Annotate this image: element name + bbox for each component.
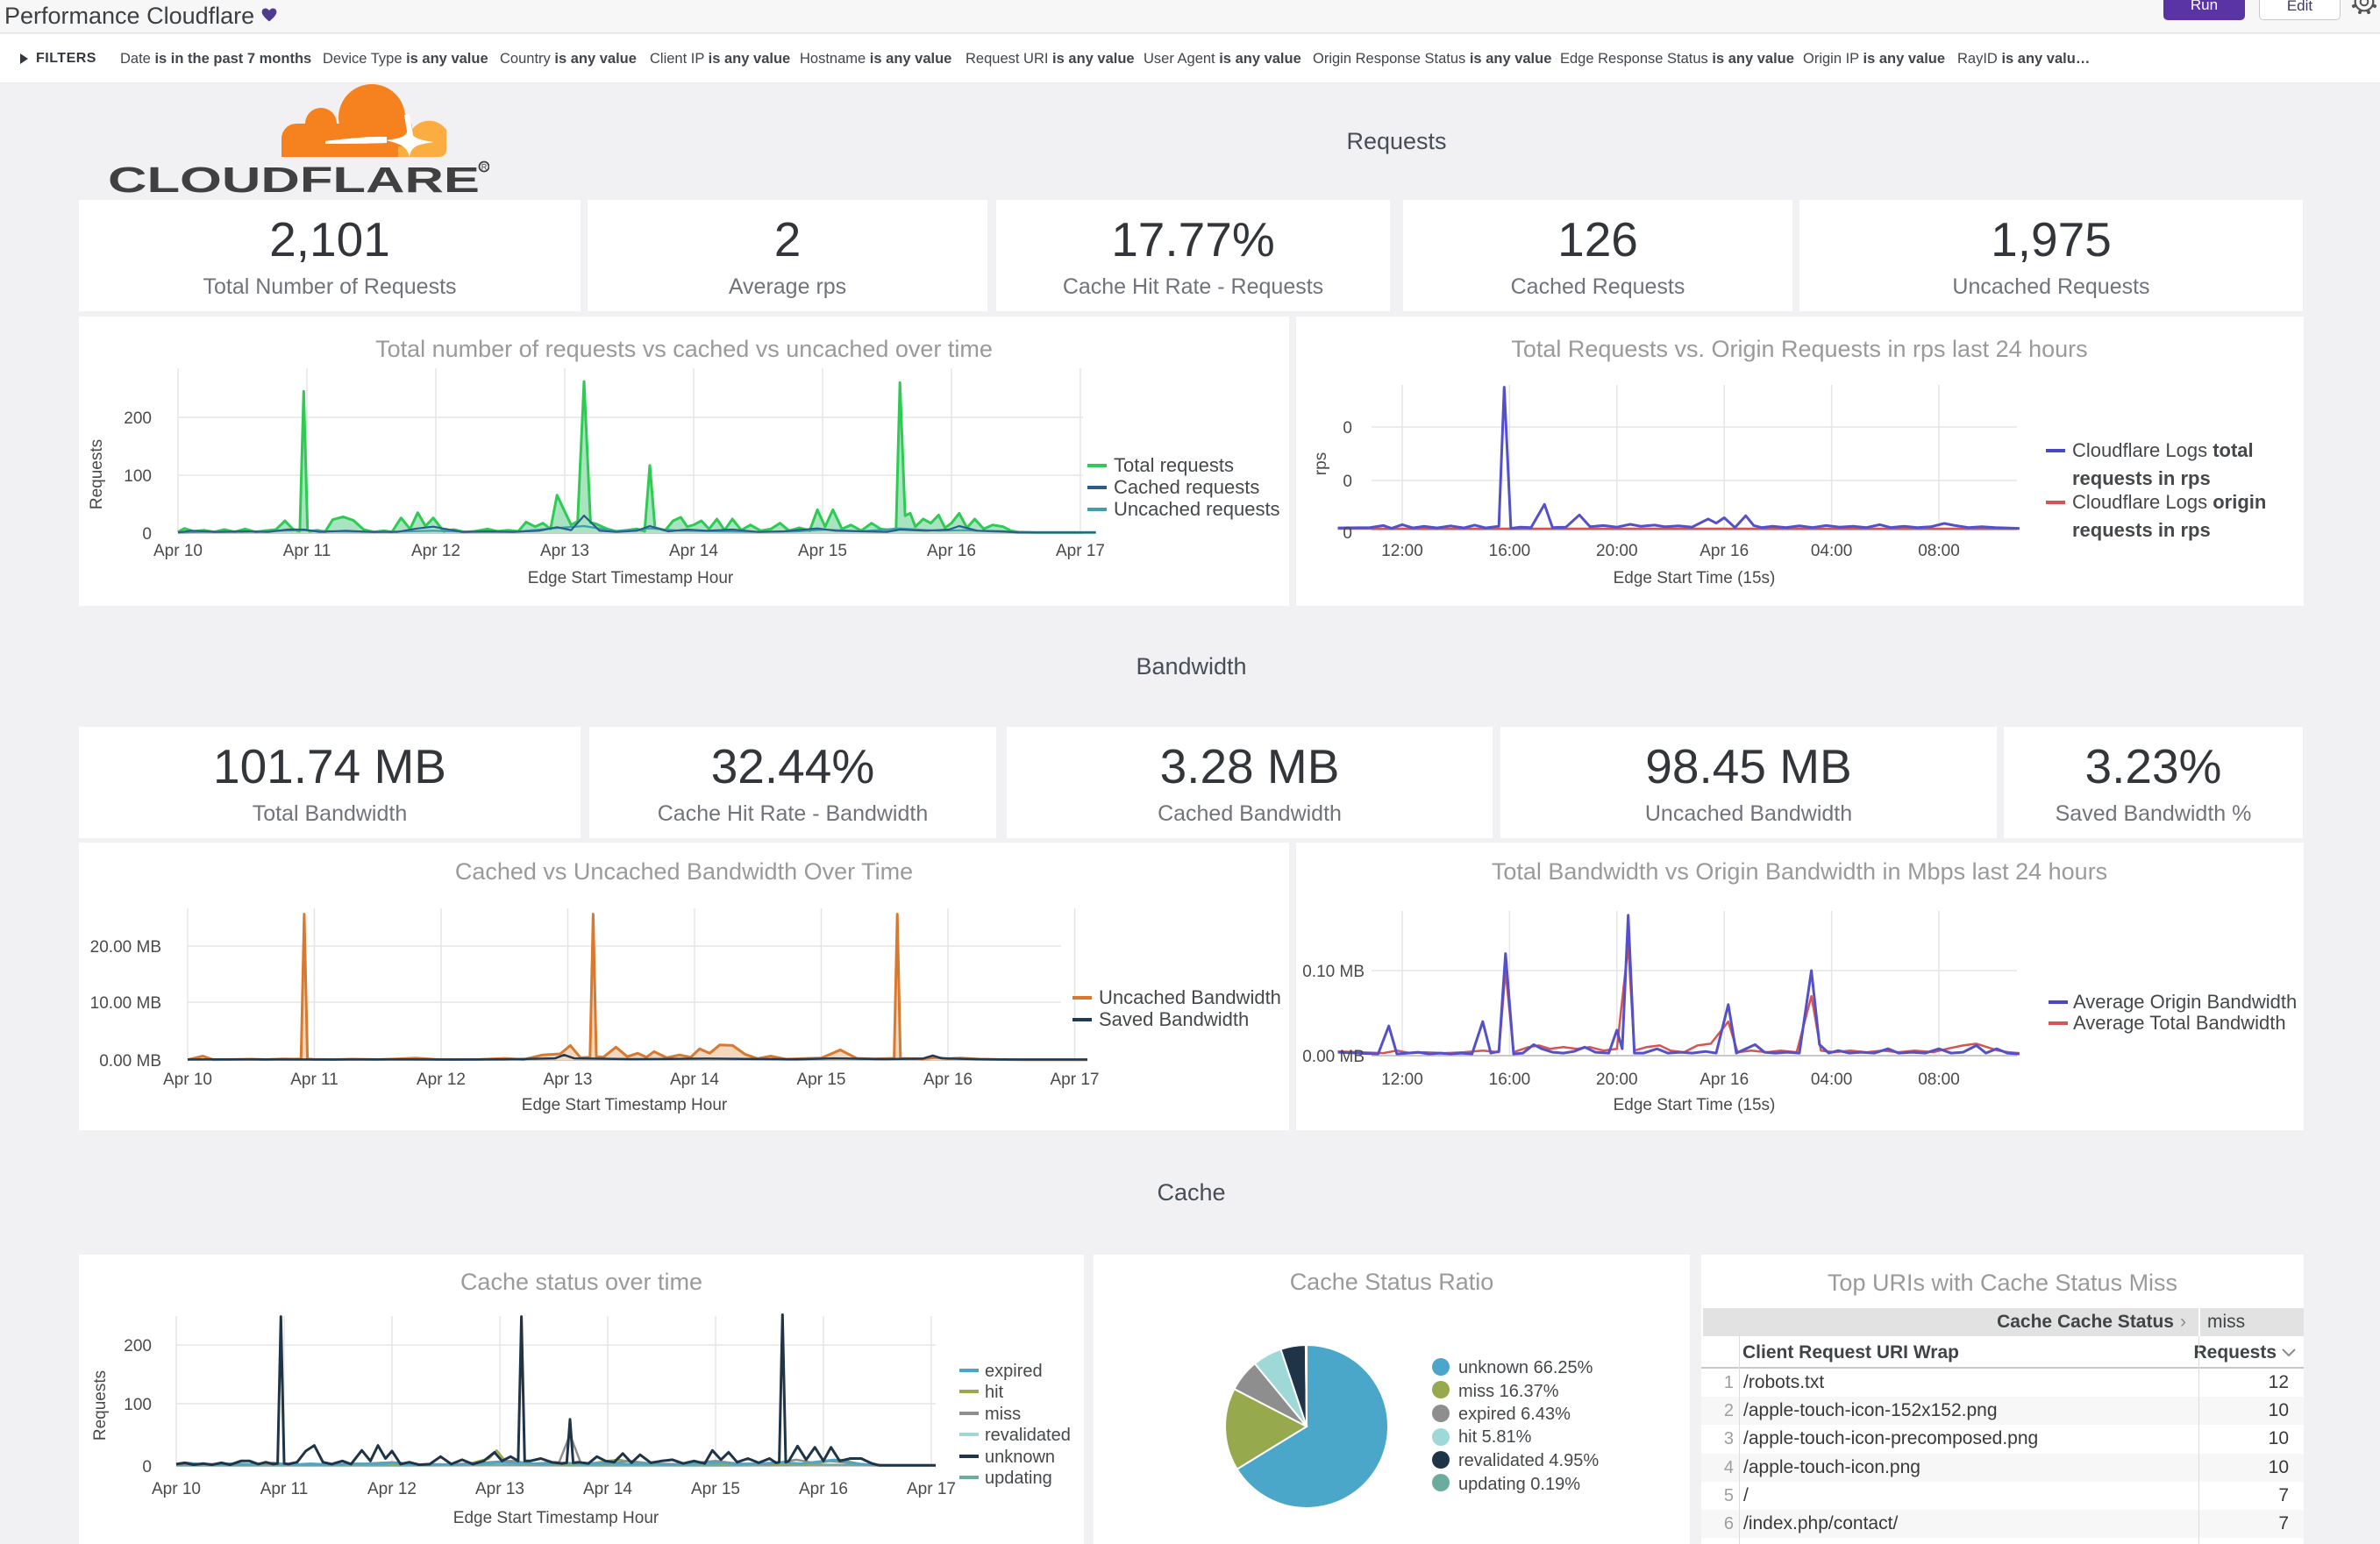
svg-text:Requests: Requests [88, 439, 106, 509]
svg-text:Total Bandwidth vs Origin Band: Total Bandwidth vs Origin Bandwidth in M… [1492, 858, 2107, 885]
svg-text:updating 0.19%: updating 0.19% [1458, 1475, 1580, 1494]
svg-text:0: 0 [1343, 419, 1352, 438]
svg-text:revalidated: revalidated [985, 1426, 1071, 1445]
svg-text:Apr 13: Apr 13 [544, 1071, 593, 1089]
svg-text:Saved Bandwidth: Saved Bandwidth [1099, 1008, 1249, 1030]
svg-text:Apr 13: Apr 13 [540, 542, 589, 560]
svg-text:Edge Start Timestamp Hour: Edge Start Timestamp Hour [453, 1509, 659, 1527]
svg-text:Apr 11: Apr 11 [290, 1071, 338, 1089]
svg-text:0.00 MB: 0.00 MB [99, 1052, 161, 1071]
svg-text:Apr 14: Apr 14 [669, 542, 718, 560]
svg-text:unknown: unknown [985, 1448, 1055, 1467]
svg-text:revalidated 4.95%: revalidated 4.95% [1458, 1451, 1599, 1470]
svg-text:Apr 16: Apr 16 [923, 1071, 973, 1089]
svg-text:Cached vs Uncached Bandwidth O: Cached vs Uncached Bandwidth Over Time [455, 858, 913, 885]
svg-text:Apr 10: Apr 10 [152, 1480, 201, 1498]
svg-text:Edge Start Time (15s): Edge Start Time (15s) [1614, 569, 1776, 587]
svg-text:Edge Start Time (15s): Edge Start Time (15s) [1614, 1096, 1776, 1114]
svg-text:rps: rps [1312, 452, 1330, 475]
svg-text:Total Requests vs. Origin Requ: Total Requests vs. Origin Requests in rp… [1511, 336, 2087, 362]
svg-text:Cache status over time: Cache status over time [460, 1269, 702, 1295]
svg-text:08:00: 08:00 [1918, 1071, 1960, 1089]
svg-text:20.00 MB: 20.00 MB [90, 938, 161, 957]
svg-text:Edge Start Timestamp Hour: Edge Start Timestamp Hour [528, 569, 734, 587]
svg-text:Apr 16: Apr 16 [927, 542, 976, 560]
svg-text:Apr 16: Apr 16 [1699, 1071, 1749, 1089]
svg-text:expired 6.43%: expired 6.43% [1458, 1405, 1571, 1424]
svg-text:20:00: 20:00 [1596, 542, 1638, 560]
svg-text:Apr 10: Apr 10 [163, 1071, 212, 1089]
svg-text:16:00: 16:00 [1489, 1071, 1531, 1089]
svg-text:0.10 MB: 0.10 MB [1302, 963, 1365, 981]
svg-text:Apr 12: Apr 12 [367, 1480, 417, 1498]
svg-text:04:00: 04:00 [1811, 542, 1853, 560]
svg-text:Uncached Bandwidth: Uncached Bandwidth [1099, 986, 1281, 1008]
svg-text:Apr 17: Apr 17 [1051, 1071, 1100, 1089]
svg-text:200: 200 [124, 409, 152, 428]
svg-text:Apr 16: Apr 16 [1699, 542, 1749, 560]
svg-text:10.00 MB: 10.00 MB [90, 994, 161, 1013]
svg-text:Total number of requests vs ca: Total number of requests vs cached vs un… [375, 336, 993, 362]
svg-text:100: 100 [124, 1396, 152, 1414]
svg-text:miss: miss [985, 1405, 1021, 1424]
svg-text:Apr 14: Apr 14 [583, 1480, 632, 1498]
svg-text:08:00: 08:00 [1918, 542, 1960, 560]
svg-text:Apr 11: Apr 11 [260, 1480, 309, 1498]
svg-text:Apr 15: Apr 15 [797, 1071, 846, 1089]
svg-text:expired: expired [985, 1362, 1043, 1381]
svg-text:Cache Status Ratio: Cache Status Ratio [1290, 1269, 1494, 1295]
svg-text:0: 0 [1343, 524, 1352, 543]
svg-text:Average Origin Bandwidth: Average Origin Bandwidth [2073, 991, 2297, 1013]
svg-text:20:00: 20:00 [1596, 1071, 1638, 1089]
svg-text:0: 0 [142, 525, 152, 544]
svg-text:Apr 10: Apr 10 [153, 542, 203, 560]
svg-text:0: 0 [142, 1458, 152, 1476]
svg-text:Cloudflare Logs total: Cloudflare Logs total [2072, 439, 2254, 461]
svg-text:16:00: 16:00 [1489, 542, 1531, 560]
svg-text:Uncached requests: Uncached requests [1114, 498, 1280, 520]
svg-text:Apr 17: Apr 17 [907, 1480, 956, 1498]
svg-text:200: 200 [124, 1337, 152, 1355]
svg-text:Apr 15: Apr 15 [691, 1480, 740, 1498]
svg-text:0.00 MB: 0.00 MB [1302, 1048, 1365, 1066]
svg-text:miss 16.37%: miss 16.37% [1458, 1382, 1559, 1401]
svg-text:Apr 15: Apr 15 [798, 542, 847, 560]
svg-text:Cloudflare Logs origin: Cloudflare Logs origin [2072, 491, 2266, 513]
svg-text:04:00: 04:00 [1811, 1071, 1853, 1089]
svg-text:Apr 17: Apr 17 [1056, 542, 1105, 560]
svg-text:hit: hit [985, 1383, 1004, 1402]
svg-text:Requests: Requests [91, 1370, 110, 1441]
svg-text:0: 0 [1343, 473, 1352, 491]
svg-text:12:00: 12:00 [1381, 1071, 1423, 1089]
svg-text:Average Total Bandwidth: Average Total Bandwidth [2073, 1012, 2286, 1034]
svg-text:Apr 13: Apr 13 [475, 1480, 524, 1498]
svg-text:updating: updating [985, 1469, 1052, 1488]
svg-text:12:00: 12:00 [1381, 542, 1423, 560]
svg-text:requests in rps: requests in rps [2072, 519, 2211, 541]
svg-text:Apr 14: Apr 14 [670, 1071, 719, 1089]
svg-text:Apr 12: Apr 12 [411, 542, 460, 560]
svg-text:100: 100 [124, 467, 152, 486]
svg-text:Apr 12: Apr 12 [417, 1071, 466, 1089]
svg-text:unknown 66.25%: unknown 66.25% [1458, 1358, 1593, 1377]
svg-text:R: R [481, 163, 488, 172]
svg-text:Cached requests: Cached requests [1114, 476, 1259, 498]
svg-text:hit 5.81%: hit 5.81% [1458, 1427, 1532, 1447]
svg-text:Apr 16: Apr 16 [799, 1480, 848, 1498]
svg-text:requests in rps: requests in rps [2072, 467, 2211, 489]
svg-text:Apr 11: Apr 11 [283, 542, 331, 560]
svg-text:CLOUDFLARE: CLOUDFLARE [108, 160, 480, 200]
svg-text:Edge Start Timestamp Hour: Edge Start Timestamp Hour [522, 1096, 728, 1114]
svg-text:Total requests: Total requests [1114, 454, 1234, 476]
